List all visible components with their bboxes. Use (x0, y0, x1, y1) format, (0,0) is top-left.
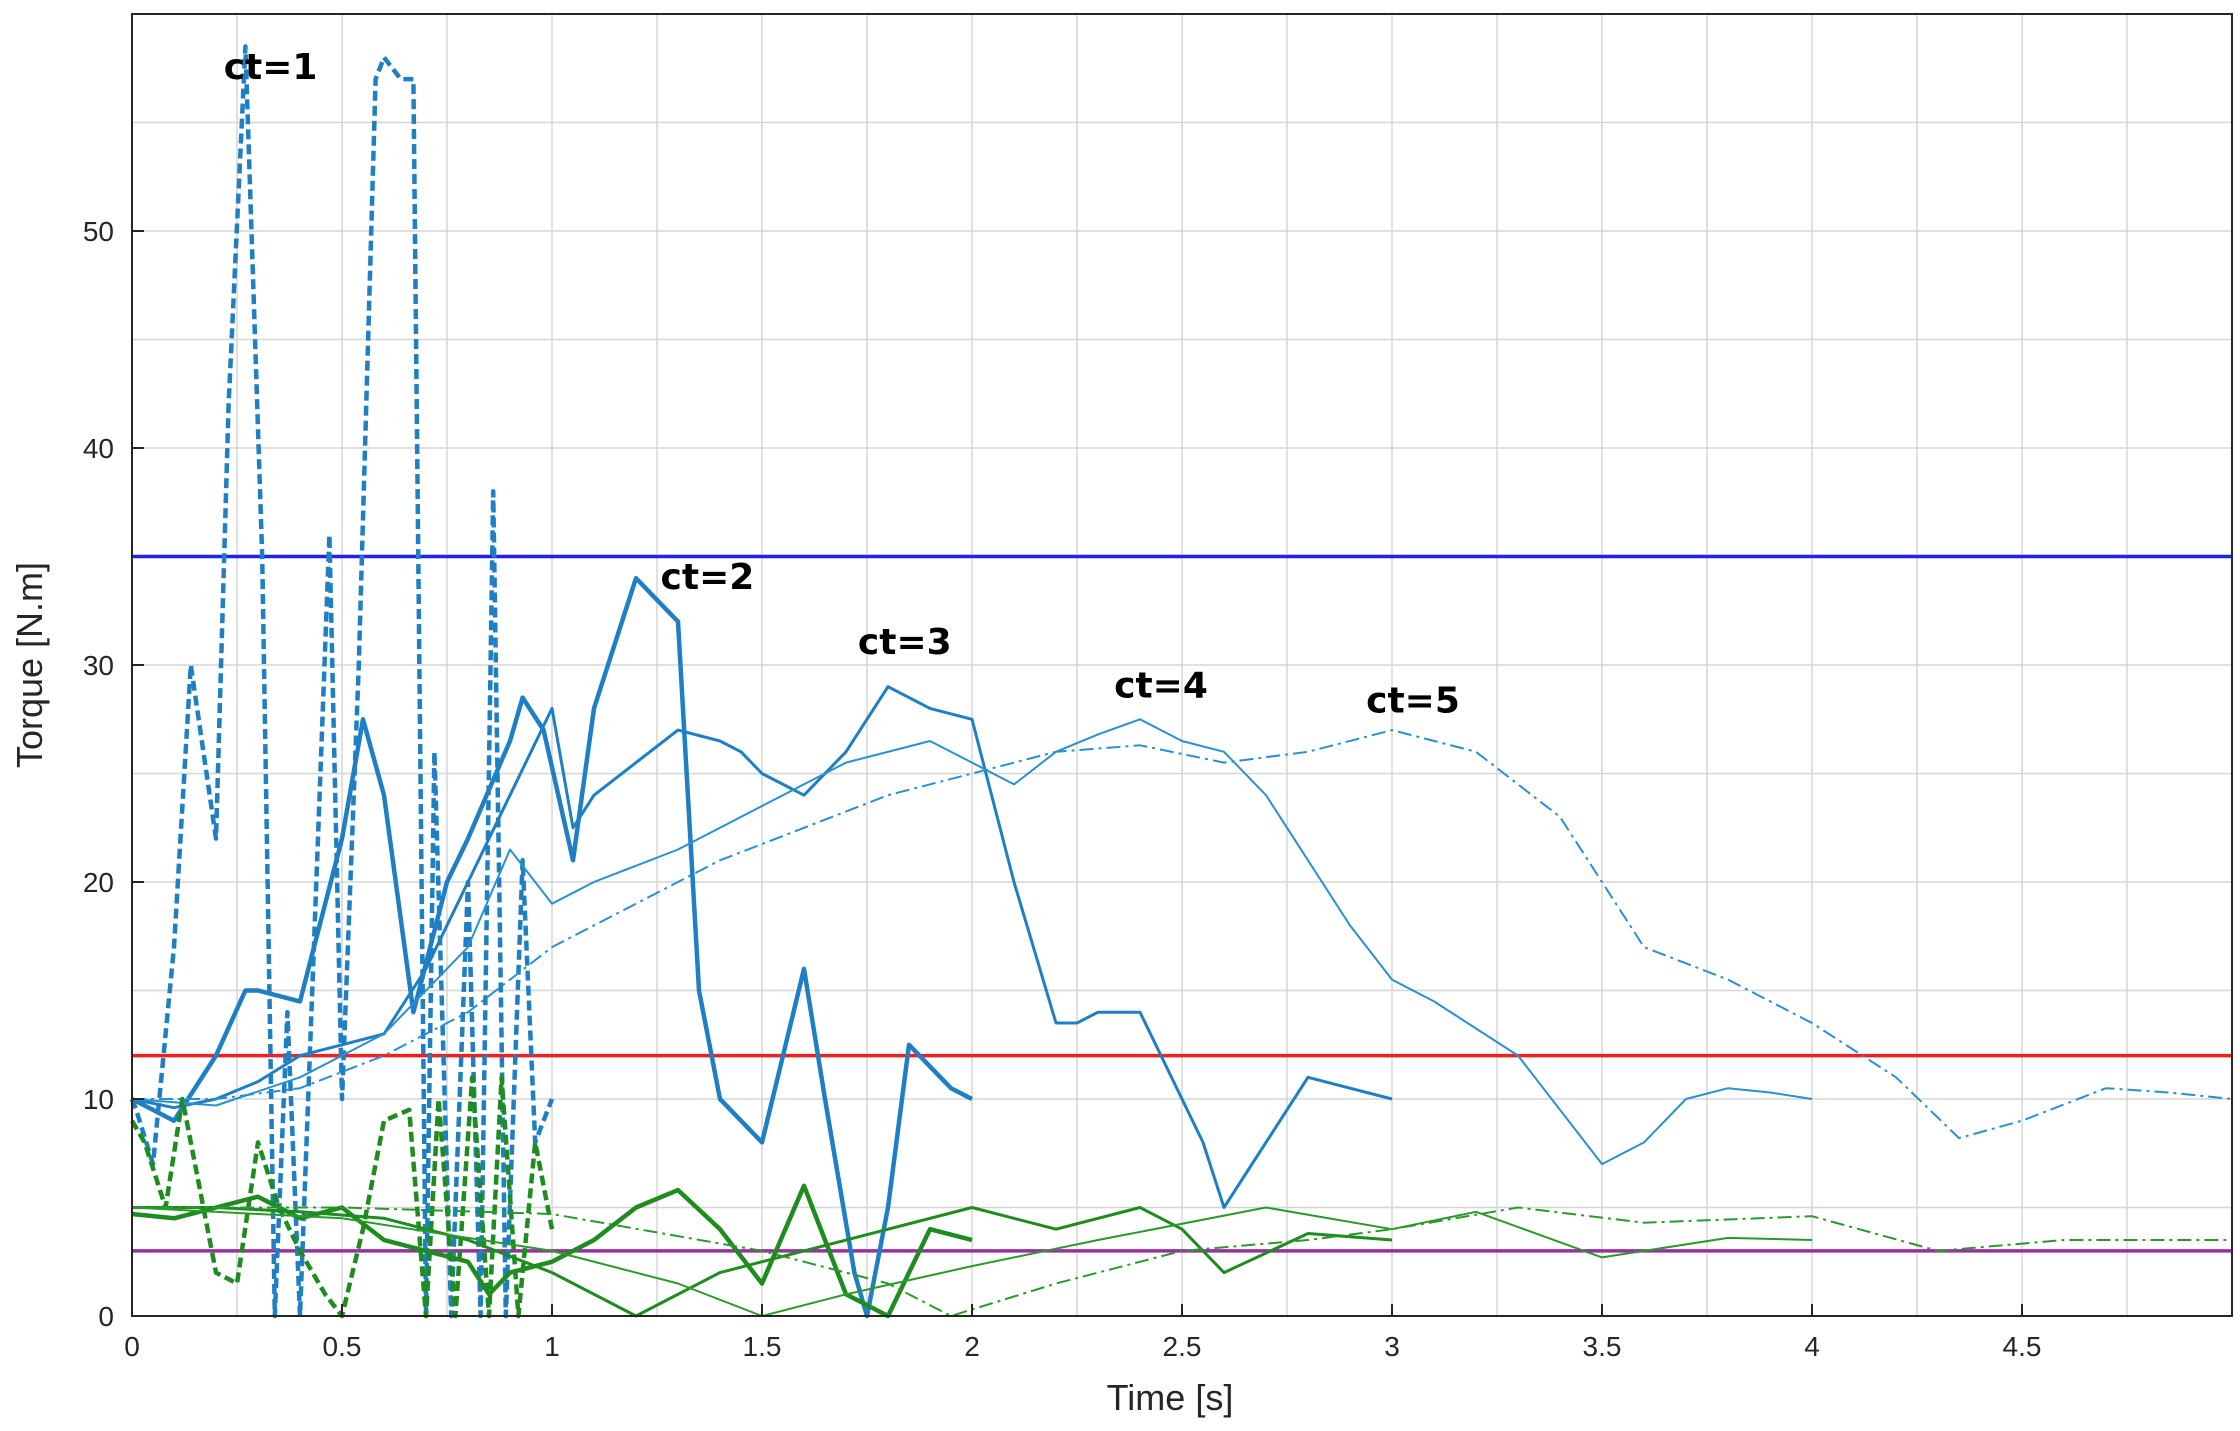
x-tick-label: 4 (1804, 1331, 1820, 1362)
series-line (132, 1206, 2232, 1317)
series-lines (129, 44, 2233, 1319)
x-tick-label: 2 (964, 1331, 980, 1362)
annotation-label: ct=5 (1366, 681, 1460, 722)
y-tick-label: 30 (83, 650, 114, 681)
grid (132, 14, 2232, 1316)
y-tick-label: 20 (83, 867, 114, 898)
series-line (130, 1075, 555, 1319)
series-line (129, 44, 555, 1319)
y-tick-labels: 0 10 20 30 40 50 (83, 216, 144, 1332)
x-tick-label: 3.5 (1583, 1331, 1622, 1362)
y-tick-label: 50 (83, 216, 114, 247)
y-tick-label: 0 (98, 1301, 114, 1332)
series-line (131, 718, 1813, 1166)
series-line (131, 1206, 1813, 1317)
x-tick-labels: 0 0.5 1 1.5 2 2.5 3 3.5 4 4.5 (124, 1304, 2041, 1362)
x-tick-label: 4.5 (2003, 1331, 2042, 1362)
x-tick-label: 0.5 (323, 1331, 362, 1362)
y-axis-label: Torque [N.m] (9, 562, 50, 768)
x-tick-label: 0 (124, 1331, 140, 1362)
annotation-label: ct=3 (858, 622, 952, 663)
x-axis-label: Time [s] (1107, 1377, 1234, 1418)
y-tick-label: 10 (83, 1084, 114, 1115)
x-tick-label: 3 (1384, 1331, 1400, 1362)
series-line (132, 729, 2233, 1140)
x-tick-label: 2.5 (1163, 1331, 1202, 1362)
annotation-label: ct=4 (1114, 666, 1208, 707)
y-tick-label: 40 (83, 433, 114, 464)
annotations: ct=1 ct=2 ct=3 ct=4 ct=5 (224, 47, 1460, 722)
annotation-label: ct=2 (661, 557, 755, 598)
x-tick-label: 1 (544, 1331, 560, 1362)
annotation-label: ct=1 (224, 47, 318, 88)
x-tick-label: 1.5 (743, 1331, 782, 1362)
series-line (132, 1206, 1393, 1318)
series-line (131, 685, 1393, 1209)
